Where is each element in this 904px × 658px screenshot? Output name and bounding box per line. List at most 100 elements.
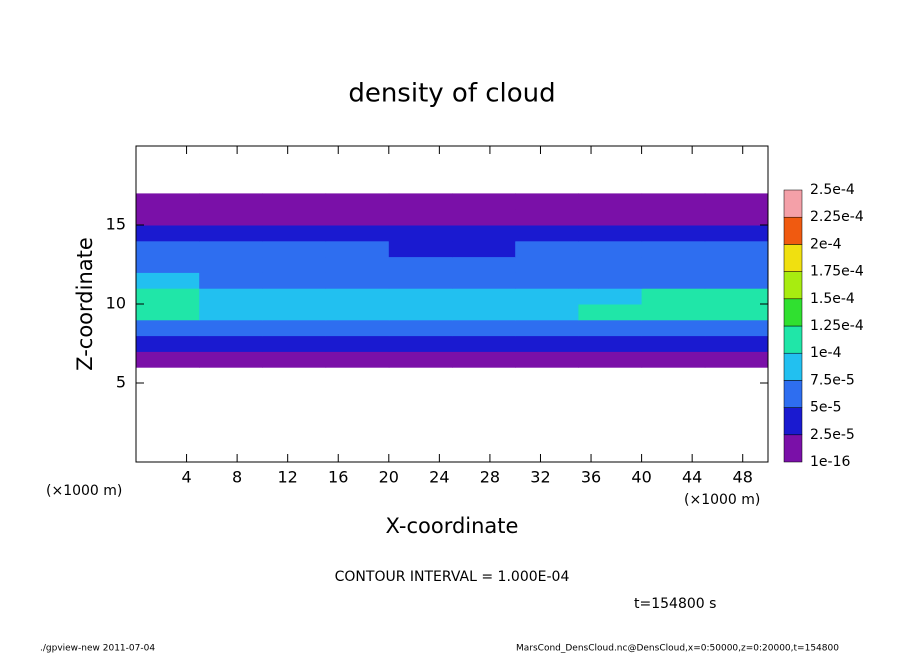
heat-cell xyxy=(452,319,516,337)
heat-cell xyxy=(136,272,200,289)
heat-cell xyxy=(136,240,200,258)
heat-cell xyxy=(136,209,200,226)
heat-cell xyxy=(199,319,263,337)
colorbar-label: 5e-5 xyxy=(810,400,841,416)
colorbar-box xyxy=(783,434,803,463)
heat-cell xyxy=(388,240,453,258)
heat-cell xyxy=(704,272,769,289)
colorbar-box xyxy=(783,216,803,245)
heat-cell xyxy=(262,319,327,337)
heat-cell xyxy=(199,351,263,368)
heat-cell xyxy=(325,193,390,210)
heat-cell xyxy=(388,335,453,352)
heat-cell xyxy=(325,351,390,368)
heat-cell xyxy=(388,304,453,321)
heat-cell xyxy=(578,351,643,368)
heat-cell xyxy=(578,209,643,226)
heat-cell xyxy=(199,335,263,352)
heat-cell xyxy=(704,304,769,321)
heat-cell xyxy=(262,304,327,321)
x-tick-label: 8 xyxy=(232,468,242,487)
heat-cell xyxy=(325,209,390,226)
heat-cell xyxy=(578,272,643,289)
x-unit: (×1000 m) xyxy=(684,492,760,508)
heat-cell xyxy=(325,319,390,337)
y-tick-label: 15 xyxy=(106,215,126,234)
heat-cell xyxy=(199,193,263,210)
heat-cell xyxy=(641,209,706,226)
heat-cell xyxy=(452,272,516,289)
heat-cell xyxy=(515,193,579,210)
x-axis-label: X-coordinate xyxy=(386,514,519,538)
heat-cell xyxy=(641,351,706,368)
footer-left: ./gpview-new 2011-07-04 xyxy=(40,644,155,654)
heat-cell xyxy=(452,240,516,258)
heat-cell xyxy=(325,256,390,273)
footer-right: MarsCond_DensCloud.nc@DensCloud,x=0:5000… xyxy=(516,644,839,654)
heat-cell xyxy=(515,288,579,305)
heat-cell xyxy=(199,288,263,305)
heat-cell xyxy=(578,193,643,210)
heat-cell xyxy=(388,209,453,226)
heat-cell xyxy=(515,225,579,242)
heat-cell xyxy=(515,335,579,352)
heat-cell xyxy=(262,335,327,352)
colorbar-label: 1e-4 xyxy=(810,345,842,361)
colorbar-box xyxy=(783,325,803,354)
colorbar-label: 2.25e-4 xyxy=(810,209,864,225)
heat-cell xyxy=(388,225,453,242)
heat-cell xyxy=(262,225,327,242)
colorbar-box xyxy=(783,407,803,436)
heat-cell xyxy=(515,319,579,337)
heat-cell xyxy=(452,209,516,226)
heat-cell xyxy=(452,335,516,352)
heat-cell xyxy=(452,225,516,242)
heat-cell xyxy=(578,335,643,352)
heat-cell xyxy=(136,225,200,242)
colorbar-box xyxy=(783,244,803,272)
heat-cell xyxy=(388,319,453,337)
colorbar-label: 1.25e-4 xyxy=(810,318,864,334)
heat-cell xyxy=(452,256,516,273)
x-tick-label: 16 xyxy=(328,468,348,487)
heat-cell xyxy=(641,304,706,321)
heat-cell xyxy=(578,304,643,321)
x-tick-label: 32 xyxy=(530,468,550,487)
x-tick-label: 24 xyxy=(429,468,449,487)
heat-cell xyxy=(515,272,579,289)
heat-cell xyxy=(199,240,263,258)
heat-cell xyxy=(136,319,200,337)
heat-cell xyxy=(262,351,327,368)
heat-cell xyxy=(578,288,643,305)
time-note: t=154800 s xyxy=(634,596,716,612)
y-unit: (×1000 m) xyxy=(46,483,122,499)
heat-cell xyxy=(515,351,579,368)
heat-cell xyxy=(704,351,769,368)
heat-cell xyxy=(704,288,769,305)
y-axis-label: Z-coordinate xyxy=(73,237,97,371)
heat-cell xyxy=(452,304,516,321)
heat-cell xyxy=(641,272,706,289)
colorbar-label: 1e-16 xyxy=(810,454,850,470)
colorbar-label: 1.5e-4 xyxy=(810,291,855,307)
x-tick-label: 40 xyxy=(631,468,651,487)
heat-cell xyxy=(325,335,390,352)
colorbar-label: 2e-4 xyxy=(810,236,842,252)
heat-cell xyxy=(136,335,200,352)
x-tick-label: 12 xyxy=(278,468,298,487)
heat-cell xyxy=(578,240,643,258)
heat-cell xyxy=(388,193,453,210)
colorbar-box xyxy=(783,189,803,218)
heat-cell xyxy=(515,304,579,321)
heat-cell xyxy=(704,225,769,242)
heat-cell xyxy=(199,304,263,321)
heat-cell xyxy=(262,272,327,289)
heat-cell xyxy=(199,272,263,289)
heat-cell xyxy=(262,288,327,305)
heat-cell xyxy=(515,209,579,226)
heat-cell xyxy=(578,225,643,242)
heat-cell xyxy=(578,319,643,337)
heat-cell xyxy=(641,319,706,337)
heat-cell xyxy=(641,225,706,242)
